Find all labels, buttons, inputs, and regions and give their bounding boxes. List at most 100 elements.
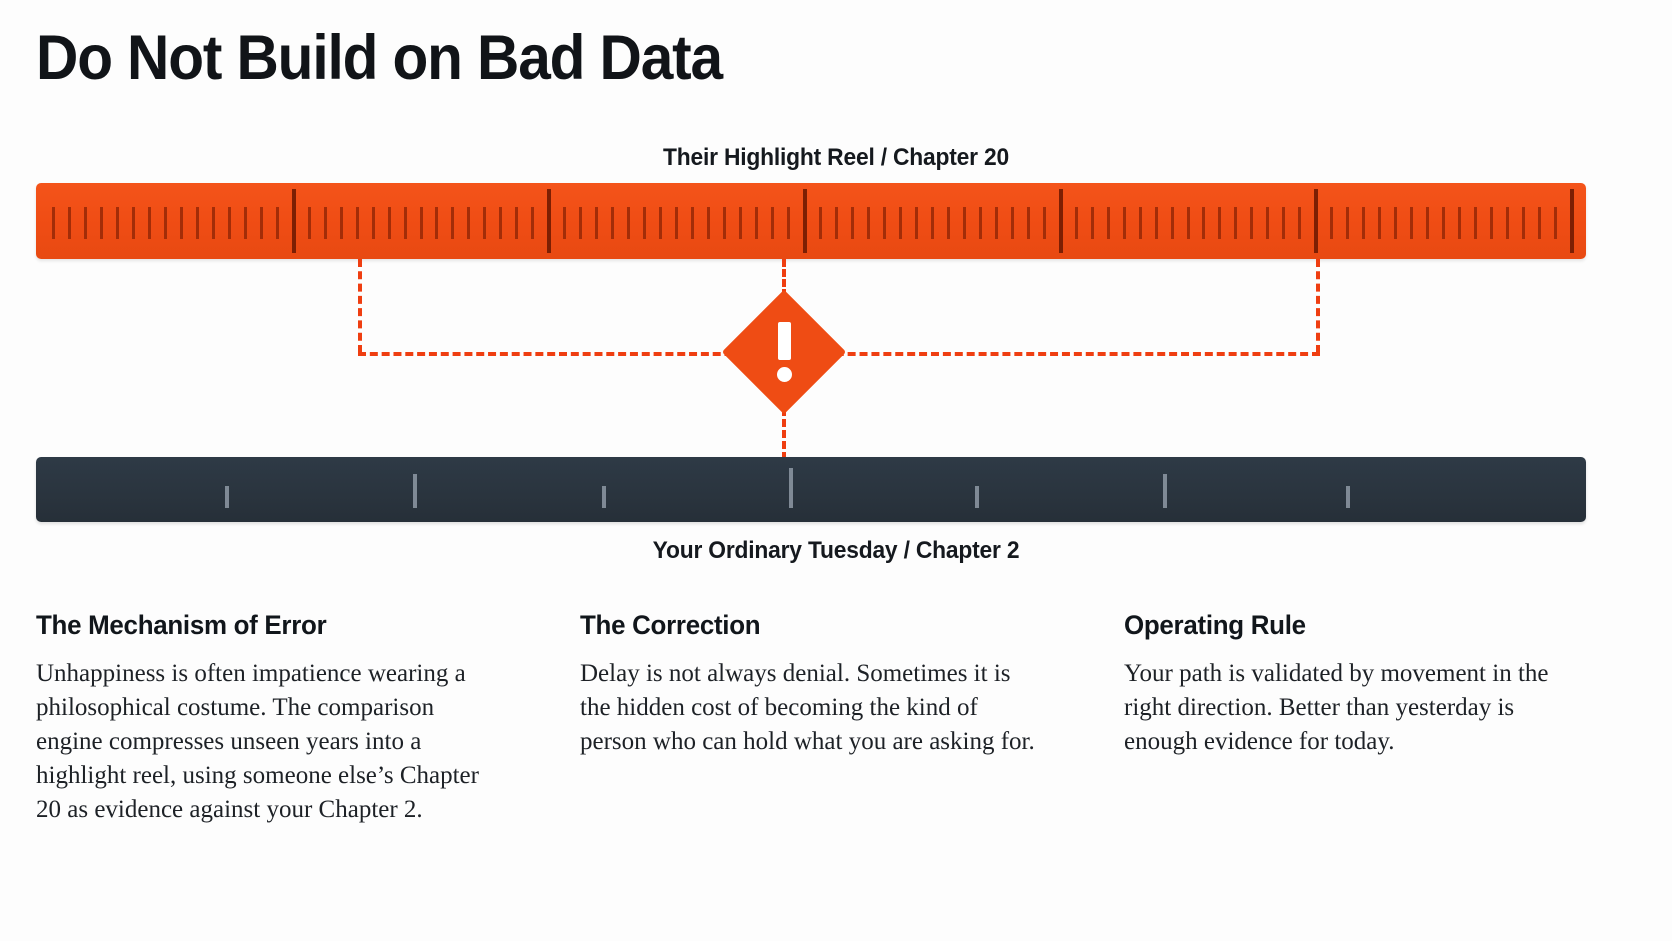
scale-tick-minor xyxy=(755,207,759,239)
scale-tick-minor xyxy=(1154,207,1158,239)
scale-tick-minor xyxy=(1410,207,1414,239)
scale-tick-minor xyxy=(579,207,583,239)
column-body: Delay is not always denial. Sometimes it… xyxy=(580,660,1035,755)
page-title: Do Not Build on Bad Data xyxy=(36,23,723,93)
scale-tick-minor xyxy=(962,207,966,239)
scale-tick-minor xyxy=(707,207,711,239)
scale-tick-minor xyxy=(611,207,615,239)
scale-tick-minor xyxy=(818,207,822,239)
scale-tick-minor xyxy=(691,207,695,239)
column-heading: The Mechanism of Error xyxy=(36,610,327,640)
scale-tick-minor xyxy=(946,207,950,239)
scale-tick-minor xyxy=(259,207,263,239)
scale-tick xyxy=(975,486,980,508)
scale-tick-minor xyxy=(1458,207,1462,239)
scale-tick-minor xyxy=(659,207,663,239)
scale-tick-minor xyxy=(1426,207,1430,239)
scale-tick-minor xyxy=(163,207,167,239)
column-heading: The Correction xyxy=(580,610,761,640)
scale-tick-minor xyxy=(1138,207,1142,239)
column-operating-rule: Operating Rule Your path is validated by… xyxy=(1124,610,1586,827)
column-mechanism-of-error: The Mechanism of Error Unhappiness is of… xyxy=(36,610,498,827)
warning-diamond-icon xyxy=(721,289,847,415)
scale-tick-minor xyxy=(467,207,471,239)
scale-tick-minor xyxy=(179,207,183,239)
connector-left-vertical xyxy=(358,259,362,353)
connector-right-vertical xyxy=(1316,259,1320,353)
scale-tick-minor xyxy=(99,207,103,239)
scale-tick-major xyxy=(547,189,552,253)
scale-tick-minor xyxy=(243,207,247,239)
scale-tick-minor xyxy=(323,207,327,239)
scale-tick xyxy=(1162,474,1167,508)
scale-tick-minor xyxy=(435,207,439,239)
scale-tick-minor xyxy=(1170,207,1174,239)
ordinary-tuesday-scale-bar xyxy=(36,457,1586,522)
scale-tick-minor xyxy=(675,207,679,239)
scale-tick xyxy=(225,486,230,508)
scale-tick-minor xyxy=(1250,207,1254,239)
scale-tick-minor xyxy=(531,207,535,239)
scale-tick-minor xyxy=(1266,207,1270,239)
scale-tick-minor xyxy=(1234,207,1238,239)
scale-tick-minor xyxy=(595,207,599,239)
scale-tick-minor xyxy=(419,207,423,239)
scale-tick-minor xyxy=(1362,207,1366,239)
scale-tick-minor xyxy=(834,207,838,239)
scale-tick-minor xyxy=(882,207,886,239)
connector-right-horizontal xyxy=(800,352,1320,356)
scale-tick xyxy=(789,468,794,508)
scale-tick-minor xyxy=(339,207,343,239)
scale-tick-minor xyxy=(1522,207,1526,239)
scale-tick-minor xyxy=(1218,207,1222,239)
scale-tick xyxy=(412,474,417,508)
scale-tick-minor xyxy=(483,207,487,239)
scale-tick xyxy=(1345,486,1350,508)
scale-tick-minor xyxy=(451,207,455,239)
scale-tick-minor xyxy=(1474,207,1478,239)
scale-tick-minor xyxy=(1298,207,1302,239)
column-body: Your path is validated by movement in th… xyxy=(1124,660,1549,755)
scale-tick-major xyxy=(1314,189,1319,253)
connector-left-horizontal xyxy=(358,352,768,356)
scale-tick-minor xyxy=(387,207,391,239)
scale-tick-minor xyxy=(627,207,631,239)
column-heading: Operating Rule xyxy=(1124,610,1306,640)
exclamation-dot xyxy=(776,367,792,382)
scale-tick-minor xyxy=(371,207,375,239)
scale-tick-minor xyxy=(787,207,791,239)
scale-tick-minor xyxy=(1330,207,1334,239)
scale-tick-minor xyxy=(307,207,311,239)
scale-tick-minor xyxy=(739,207,743,239)
scale-tick-minor xyxy=(1490,207,1494,239)
scale-tick-minor xyxy=(643,207,647,239)
column-body: Unhappiness is often impatience wearing … xyxy=(36,660,479,823)
scale-tick-minor xyxy=(131,207,135,239)
scale-tick-minor xyxy=(1106,207,1110,239)
scale-tick-major xyxy=(1570,189,1575,253)
scale-tick-minor xyxy=(898,207,902,239)
scale-tick-minor xyxy=(1378,207,1382,239)
scale-tick-minor xyxy=(723,207,727,239)
scale-tick-minor xyxy=(930,207,934,239)
scale-tick-minor xyxy=(1346,207,1350,239)
scale-tick-minor xyxy=(115,207,119,239)
column-the-correction: The Correction Delay is not always denia… xyxy=(580,610,1042,827)
scale-tick-minor xyxy=(1010,207,1014,239)
scale-tick-minor xyxy=(1394,207,1398,239)
scale-tick-minor xyxy=(1042,207,1046,239)
scale-tick-minor xyxy=(1186,207,1190,239)
scale-tick-minor xyxy=(1506,207,1510,239)
scale-tick-minor xyxy=(1074,207,1078,239)
scale-tick-minor xyxy=(67,207,71,239)
scale-tick xyxy=(601,486,606,508)
scale-tick-minor xyxy=(978,207,982,239)
bottom-scale-caption: Your Ordinary Tuesday / Chapter 2 xyxy=(652,537,1020,564)
scale-tick-minor xyxy=(1442,207,1446,239)
connector-center-top xyxy=(782,259,786,297)
scale-tick-minor xyxy=(515,207,519,239)
scale-tick-minor xyxy=(850,207,854,239)
scale-tick-minor xyxy=(403,207,407,239)
scale-tick-minor xyxy=(1026,207,1030,239)
scale-tick-major xyxy=(291,189,296,253)
